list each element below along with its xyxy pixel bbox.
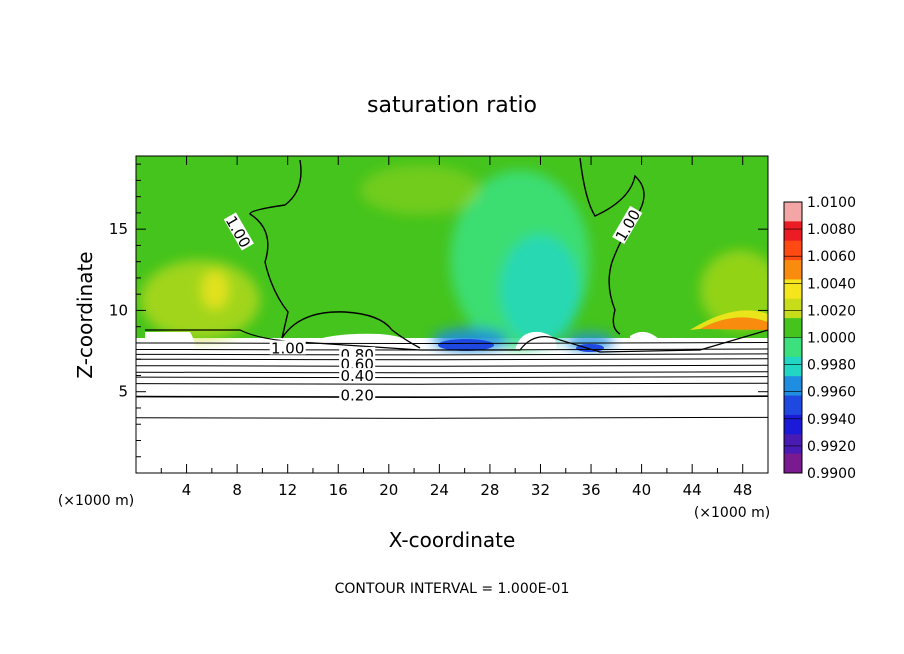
contour-interval-note: CONTOUR INTERVAL = 1.000E-01 [335, 581, 570, 597]
x-tick-label: 12 [278, 481, 297, 499]
contour-label: 0.20 [340, 387, 373, 405]
field-lower-white [136, 354, 768, 473]
colorbar-label: 1.0000 [807, 331, 856, 347]
x-tick-label: 16 [329, 481, 348, 499]
contour-line [135, 371, 769, 374]
field-patch-lightgreen-top [360, 165, 480, 215]
contour-label-background [339, 356, 376, 371]
colorbar-swatch [784, 356, 802, 377]
colorbar-label: 1.0100 [807, 195, 856, 211]
y-tick-label: 10 [109, 301, 128, 319]
colorbar-label: 0.9900 [807, 466, 856, 482]
plot-frame [135, 155, 769, 474]
contour-label-background [269, 340, 306, 355]
x-tick-label: 36 [581, 481, 600, 499]
colorbar-swatch [784, 376, 802, 397]
colorbar-label: 0.9980 [807, 358, 856, 374]
field-patch-orange-crest [700, 317, 768, 330]
x-tick-label: 24 [430, 481, 449, 499]
colorbar-swatch [784, 414, 802, 435]
colorbar: 1.0100 1.0080 1.0060 1.0040 1.0020 1.0000 0.99… [783, 195, 856, 482]
contour-label: 1.00 [271, 339, 304, 357]
colorbar-label: 0.9940 [807, 412, 856, 428]
contour-line [135, 353, 769, 356]
x-tick-label: 32 [531, 481, 550, 499]
contour-line [135, 376, 769, 379]
colorbar-swatch [784, 202, 802, 222]
colorbar-swatch [784, 337, 802, 358]
y-tick-label: 5 [118, 383, 128, 401]
x-axis-label: X-coordinate [389, 528, 516, 552]
contour-line [135, 382, 769, 385]
colorbar-swatch [784, 434, 802, 455]
y-axis: 5 10 15 [109, 163, 768, 458]
colorbar-label: 1.0080 [807, 222, 856, 238]
colorbar-swatch [784, 279, 802, 300]
colorbar-swatch [784, 221, 802, 242]
contour-line [135, 358, 769, 361]
contour-1.00-base [145, 329, 769, 353]
field-patch-darkblue-2 [576, 344, 604, 352]
x-tick-label: 8 [232, 481, 242, 499]
field-layer [136, 156, 768, 473]
contour-1.00-cloudtop [281, 311, 421, 349]
colorbar-label: 1.0040 [807, 276, 856, 292]
contour-line [135, 416, 769, 419]
x-tick-label: 44 [683, 481, 702, 499]
contour-1.00-right [579, 157, 645, 335]
field-patch-cyan-core [500, 235, 580, 345]
colorbar-label: 1.0020 [807, 303, 856, 319]
colorbar-label: 0.9960 [807, 385, 856, 401]
field-patch-darkblue-1 [438, 339, 494, 351]
colorbar-swatch [784, 298, 802, 319]
cloud-region-right [630, 331, 661, 350]
x-tick-label: 28 [480, 481, 499, 499]
field-patch-yellow-crest [690, 310, 768, 330]
field-patch-lightgreen-right [700, 250, 768, 330]
y-tick-label: 15 [109, 220, 128, 238]
contour-line [135, 364, 769, 367]
field-patch-lightgreen-left [140, 260, 260, 340]
contour-label-background [339, 387, 376, 402]
contour-1.00-left [249, 159, 302, 339]
x-unit-left: (×1000 m) [58, 493, 134, 509]
colorbar-swatch [784, 318, 802, 338]
contour-label-background [612, 205, 643, 244]
x-unit-right: (×1000 m) [694, 505, 770, 521]
colorbar-swatch [784, 260, 802, 280]
cloud-region-left [145, 332, 195, 352]
x-tick-label: 4 [182, 481, 192, 499]
contour-label-background [339, 368, 376, 383]
x-axis: 4 8 12 16 20 24 28 32 36 40 44 48 [160, 156, 752, 499]
contour-line [135, 395, 769, 398]
x-tick-label: 20 [379, 481, 398, 499]
x-tick-label: 48 [733, 481, 752, 499]
colorbar-swatch [784, 240, 802, 261]
contour-label-background [223, 212, 254, 251]
contour-line [135, 342, 769, 345]
colorbar-swatch [784, 453, 802, 474]
x-tick-label: 40 [632, 481, 651, 499]
colorbar-swatch [784, 395, 802, 416]
colorbar-label: 0.9920 [807, 439, 856, 455]
colorbar-label: 1.0060 [807, 249, 856, 265]
field-patch-yellow-left [201, 270, 229, 310]
y-axis-label: Z-coordinate [73, 251, 97, 378]
chart-title: saturation ratio [367, 93, 537, 118]
contour-label: 0.40 [340, 367, 373, 385]
